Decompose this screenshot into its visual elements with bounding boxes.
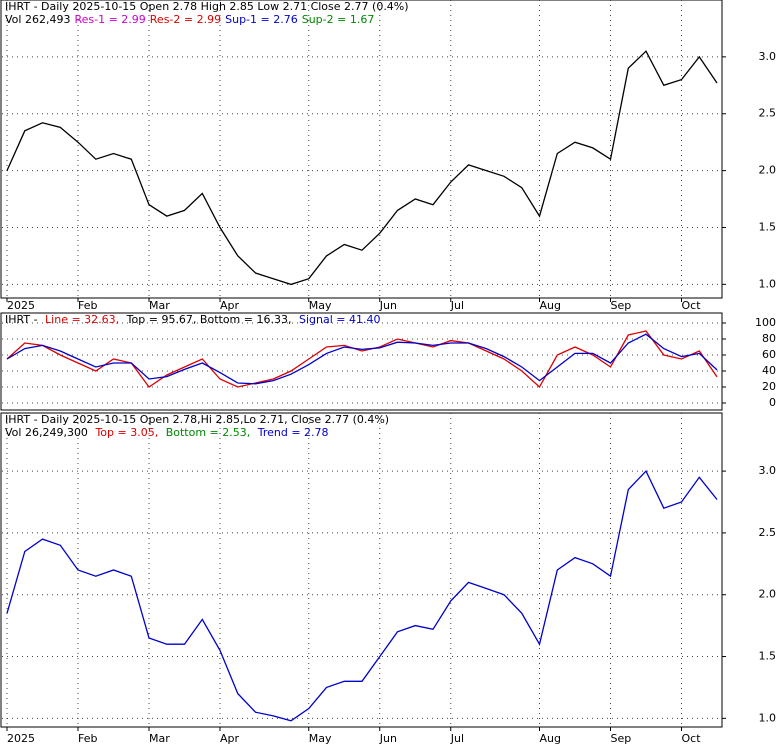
header-part: IHRT - bbox=[5, 313, 41, 326]
header-part: Signal = 41.40 bbox=[299, 313, 381, 326]
panel-frame bbox=[0, 0, 723, 299]
y-tick-label: 20 bbox=[762, 380, 776, 393]
y-tick-label: 0 bbox=[769, 396, 776, 409]
x-tick-label: Jul bbox=[450, 299, 464, 312]
header-part: Bottom = 2.53, bbox=[162, 426, 250, 439]
x-tick-label: 2025 bbox=[7, 299, 35, 312]
panel-frame bbox=[0, 312, 723, 411]
x-tick-label: Feb bbox=[78, 732, 97, 745]
header-part: Sup-1 = 2.76 bbox=[225, 13, 298, 26]
series-line bbox=[6, 330, 718, 389]
header-part: Vol 26,249,300 bbox=[5, 426, 91, 439]
x-tick-label: Jul bbox=[450, 732, 464, 745]
header: IHRT - Daily 2025-10-15 Open 2.78,Hi 2.8… bbox=[5, 413, 389, 426]
x-tick-label: Aug bbox=[540, 299, 561, 312]
y-tick-label: 2.5 bbox=[759, 107, 777, 120]
series-line bbox=[6, 50, 718, 286]
x-tick-label: Aug bbox=[540, 732, 561, 745]
header-part: Sup-2 = 1.67 bbox=[302, 13, 375, 26]
y-tick-label: 100 bbox=[755, 316, 776, 329]
header: Vol 26,249,300 Top = 3.05, Bottom = 2.53… bbox=[5, 426, 329, 439]
y-tick-label: 60 bbox=[762, 348, 776, 361]
header-part: IHRT - Daily 2025-10-15 Open 2.78 High 2… bbox=[5, 0, 409, 13]
x-tick-label: Sep bbox=[611, 732, 632, 745]
panel-frame bbox=[0, 412, 723, 728]
header-part: Top = 3.05, bbox=[94, 426, 158, 439]
header-part: IHRT - Daily 2025-10-15 Open 2.78,Hi 2.8… bbox=[5, 413, 389, 426]
header-part: Trend = 2.78 bbox=[254, 426, 328, 439]
header: Vol 262,493 Res-1 = 2.99 Res-2 = 2.99 Sup-1… bbox=[5, 13, 374, 26]
x-tick-label: Jun bbox=[379, 732, 397, 745]
x-tick-label: Apr bbox=[220, 299, 240, 312]
y-tick-label: 2.0 bbox=[759, 588, 777, 601]
x-tick-label: Mar bbox=[149, 299, 170, 312]
y-tick-label: 2.5 bbox=[759, 526, 777, 539]
y-tick-label: 1.0 bbox=[759, 277, 777, 290]
header: IHRT - Daily 2025-10-15 Open 2.78 High 2… bbox=[5, 0, 409, 13]
x-tick-label: May bbox=[309, 732, 332, 745]
y-tick-label: 2.0 bbox=[759, 164, 777, 177]
x-tick-label: Feb bbox=[78, 299, 97, 312]
x-tick-label: Oct bbox=[682, 299, 702, 312]
series-line bbox=[6, 333, 718, 385]
y-tick-label: 1.0 bbox=[759, 711, 777, 724]
x-tick-label: Oct bbox=[682, 732, 702, 745]
series-line bbox=[6, 469, 718, 722]
y-tick-label: 1.5 bbox=[759, 220, 777, 233]
header-part: Vol 262,493 bbox=[5, 13, 70, 26]
header-part: Top = 95.67, Bottom = 16.33, bbox=[123, 313, 295, 326]
x-tick-label: Apr bbox=[220, 732, 240, 745]
x-tick-label: Jun bbox=[379, 299, 397, 312]
y-tick-label: 40 bbox=[762, 364, 776, 377]
y-tick-label: 1.5 bbox=[759, 650, 777, 663]
header-part: Line = 32.63, bbox=[45, 313, 119, 326]
x-tick-label: May bbox=[309, 299, 332, 312]
y-tick-label: 80 bbox=[762, 332, 776, 345]
x-tick-label: Mar bbox=[149, 732, 170, 745]
header-part: Res-2 = 2.99 bbox=[150, 13, 221, 26]
y-tick-label: 3.0 bbox=[759, 464, 777, 477]
header: IHRT - Line = 32.63, Top = 95.67, Bottom… bbox=[5, 313, 380, 326]
x-tick-label: 2025 bbox=[7, 732, 35, 745]
header-part: Res-1 = 2.99 bbox=[74, 13, 145, 26]
x-tick-label: Sep bbox=[611, 299, 632, 312]
y-tick-label: 3.0 bbox=[759, 50, 777, 63]
